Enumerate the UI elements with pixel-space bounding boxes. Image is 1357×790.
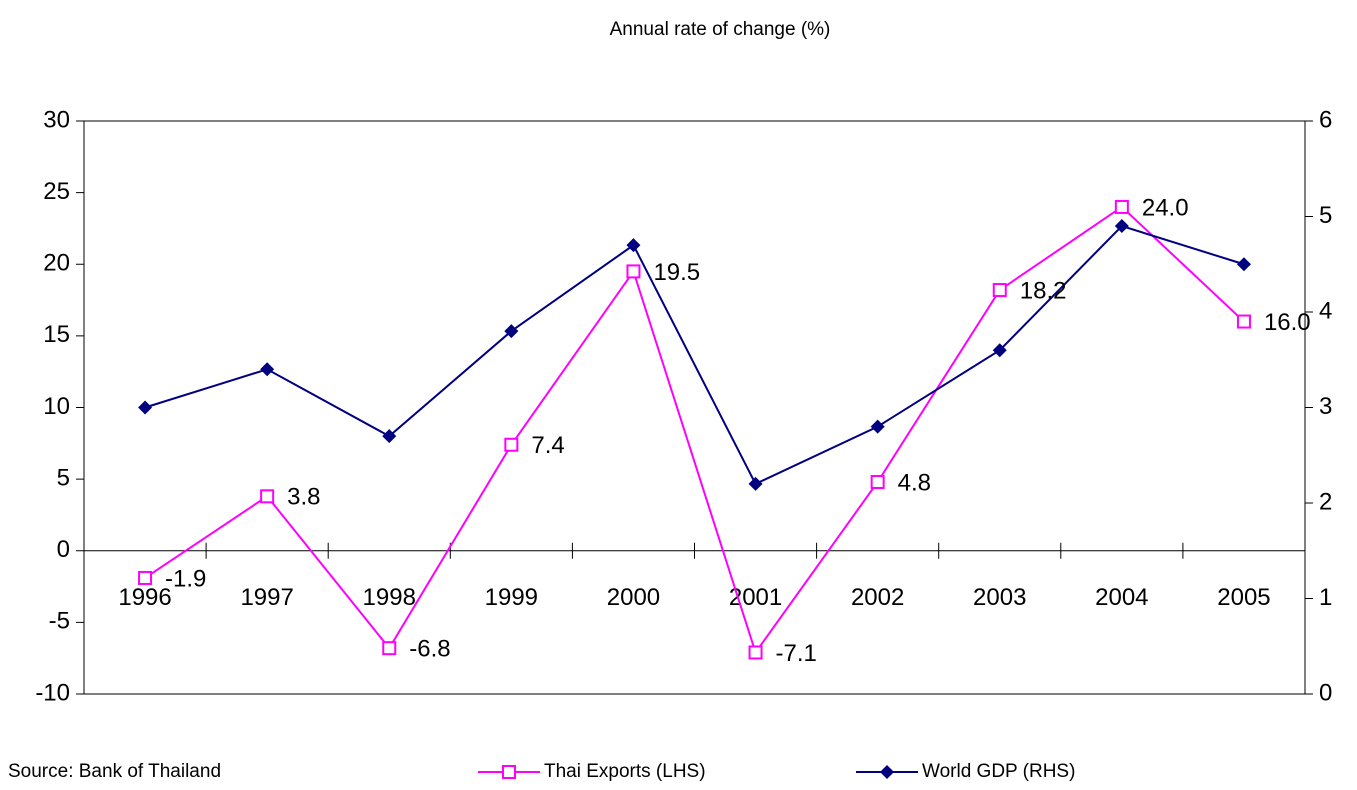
marker [748, 645, 763, 660]
data-label: -1.9 [165, 565, 206, 592]
x-tick-label: 1998 [363, 584, 416, 611]
marker [260, 489, 275, 504]
marker [138, 570, 153, 585]
y2-tick-label: 0 [1319, 679, 1332, 706]
y-tick-label: 30 [43, 106, 70, 133]
series-line [144, 205, 1245, 655]
x-tick-label: 1996 [118, 584, 171, 611]
x-tick-label: 2002 [851, 584, 904, 611]
marker [992, 283, 1007, 298]
marker [1114, 199, 1129, 214]
marker [382, 641, 397, 656]
x-tick-label: 2000 [607, 584, 660, 611]
chart-title: Annual rate of change (%) [610, 19, 831, 40]
data-label: 19.5 [653, 259, 700, 286]
y-tick-label: 5 [57, 464, 70, 491]
data-label: 18.2 [1020, 277, 1067, 304]
y-tick-label: 0 [57, 536, 70, 563]
marker [1236, 257, 1251, 272]
y-tick-label: 20 [43, 250, 70, 277]
legend-label: World GDP (RHS) [922, 761, 1075, 782]
marker [1114, 219, 1129, 234]
x-tick-label: 1999 [485, 584, 538, 611]
marker [382, 429, 397, 444]
marker [870, 419, 885, 434]
x-tick-label: 1997 [240, 584, 293, 611]
data-label: 3.8 [287, 484, 320, 511]
y-tick-label: 15 [43, 321, 70, 348]
y-tick-label: 25 [43, 178, 70, 205]
series-line [144, 224, 1245, 486]
x-tick-label: 2004 [1095, 584, 1148, 611]
y2-tick-label: 1 [1319, 584, 1332, 611]
marker [138, 400, 153, 415]
y2-tick-label: 5 [1319, 202, 1332, 229]
data-label: 7.4 [531, 432, 564, 459]
y2-tick-label: 3 [1319, 393, 1332, 420]
marker [260, 362, 275, 377]
data-label: -7.1 [776, 640, 817, 667]
legend-marker [880, 765, 894, 779]
y-tick-label: 10 [43, 393, 70, 420]
x-tick-label: 2005 [1217, 584, 1270, 611]
y2-tick-label: 4 [1319, 297, 1332, 324]
y2-tick-label: 6 [1319, 106, 1332, 133]
data-label: 4.8 [898, 469, 931, 496]
marker [1236, 314, 1251, 329]
legend-marker [502, 765, 516, 779]
y-tick-label: -5 [49, 608, 70, 635]
marker [748, 476, 763, 491]
y-tick-label: -10 [35, 679, 70, 706]
data-label: -6.8 [409, 636, 450, 663]
data-label: 24.0 [1142, 194, 1189, 221]
marker [870, 474, 885, 489]
legend-label: Thai Exports (LHS) [544, 761, 706, 782]
data-label: 16.0 [1264, 309, 1311, 336]
y2-tick-label: 2 [1319, 488, 1332, 515]
marker [626, 264, 641, 279]
marker [626, 238, 641, 253]
marker [992, 343, 1007, 358]
x-tick-label: 2001 [729, 584, 782, 611]
source-note: Source: Bank of Thailand [8, 761, 221, 782]
marker [504, 437, 519, 452]
marker [504, 324, 519, 339]
x-tick-label: 2003 [973, 584, 1026, 611]
